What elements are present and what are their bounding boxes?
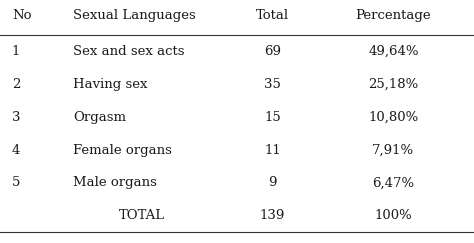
Text: 35: 35 (264, 78, 281, 91)
Text: 7,91%: 7,91% (373, 144, 414, 156)
Text: 9: 9 (268, 176, 277, 189)
Text: 69: 69 (264, 45, 281, 58)
Text: 1: 1 (12, 45, 20, 58)
Text: 5: 5 (12, 176, 20, 189)
Text: Total: Total (256, 9, 289, 22)
Text: TOTAL: TOTAL (119, 209, 165, 222)
Text: 3: 3 (12, 111, 20, 124)
Text: Male organs: Male organs (73, 176, 157, 189)
Text: Female organs: Female organs (73, 144, 173, 156)
Text: Having sex: Having sex (73, 78, 148, 91)
Text: Percentage: Percentage (356, 9, 431, 22)
Text: Orgasm: Orgasm (73, 111, 127, 124)
Text: 100%: 100% (374, 209, 412, 222)
Text: 15: 15 (264, 111, 281, 124)
Text: 25,18%: 25,18% (368, 78, 419, 91)
Text: No: No (12, 9, 31, 22)
Text: 49,64%: 49,64% (368, 45, 419, 58)
Text: 11: 11 (264, 144, 281, 156)
Text: 6,47%: 6,47% (373, 176, 414, 189)
Text: Sex and sex acts: Sex and sex acts (73, 45, 185, 58)
Text: 2: 2 (12, 78, 20, 91)
Text: 10,80%: 10,80% (368, 111, 419, 124)
Text: Sexual Languages: Sexual Languages (73, 9, 196, 22)
Text: 4: 4 (12, 144, 20, 156)
Text: 139: 139 (260, 209, 285, 222)
